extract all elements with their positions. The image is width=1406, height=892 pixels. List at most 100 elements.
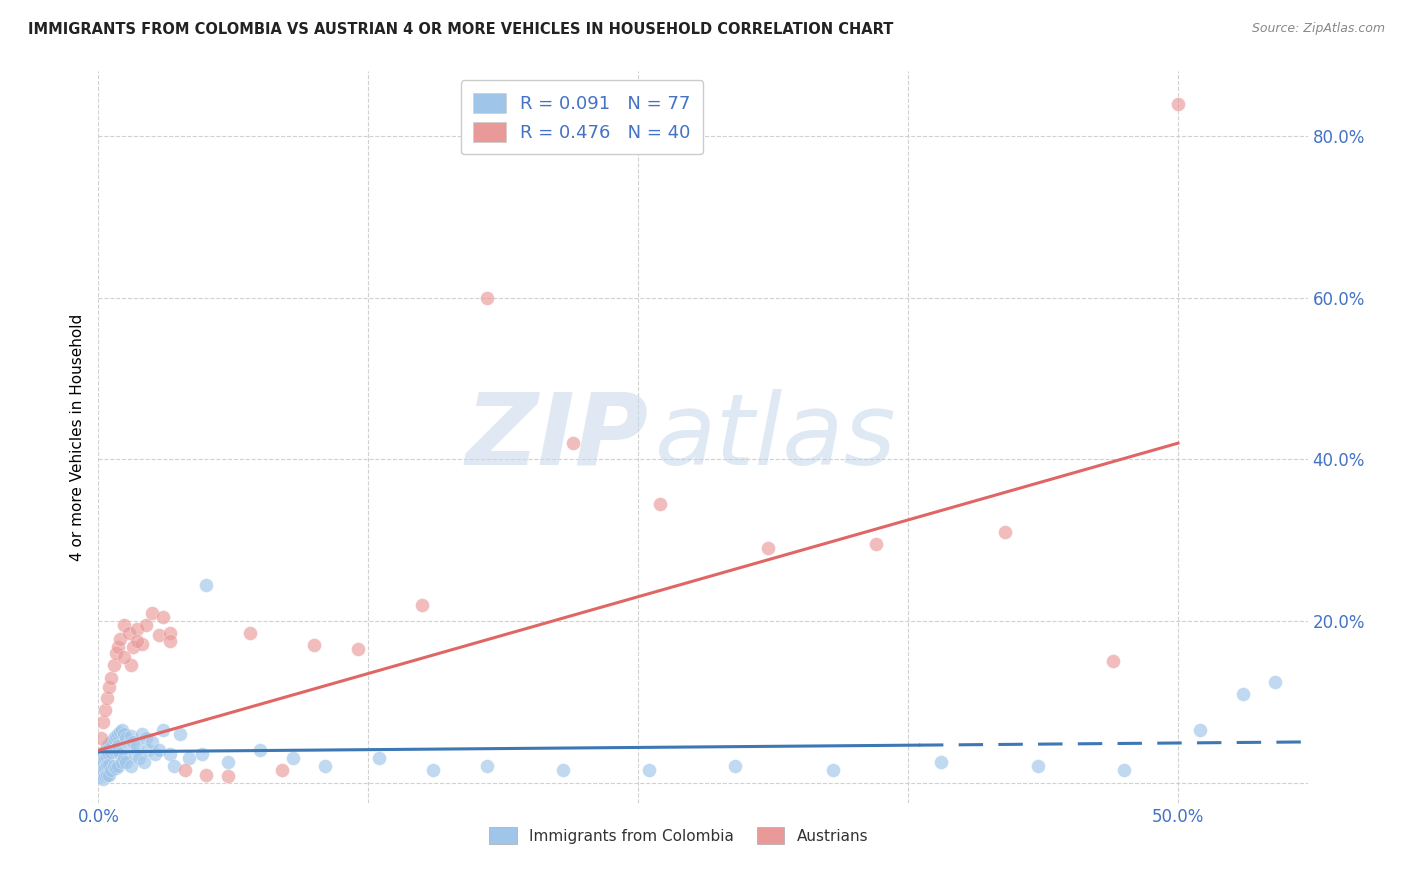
- Point: [91, 772, 114, 786]
- Point: [104, 761, 127, 775]
- Point: [91, 756, 114, 770]
- Point: [159, 626, 181, 640]
- Point: [112, 751, 135, 765]
- Point: [1264, 674, 1286, 689]
- Text: IMMIGRANTS FROM COLOMBIA VS AUSTRIAN 4 OR MORE VEHICLES IN HOUSEHOLD CORRELATION: IMMIGRANTS FROM COLOMBIA VS AUSTRIAN 4 O…: [28, 22, 893, 37]
- Point: [141, 735, 163, 749]
- Point: [239, 626, 262, 640]
- Point: [135, 731, 157, 746]
- Point: [100, 671, 122, 685]
- Point: [115, 731, 138, 746]
- Point: [90, 751, 112, 765]
- Point: [118, 737, 141, 751]
- Point: [108, 632, 131, 646]
- Point: [112, 727, 135, 741]
- Point: [346, 642, 368, 657]
- Point: [475, 291, 498, 305]
- Point: [96, 739, 118, 754]
- Text: ZIP: ZIP: [465, 389, 648, 485]
- Point: [98, 680, 121, 694]
- Point: [120, 729, 142, 743]
- Point: [152, 610, 174, 624]
- Point: [821, 764, 844, 778]
- Point: [111, 723, 134, 737]
- Point: [191, 747, 214, 762]
- Point: [90, 731, 112, 746]
- Point: [648, 497, 671, 511]
- Point: [94, 751, 117, 765]
- Point: [100, 735, 122, 749]
- Point: [411, 598, 433, 612]
- Point: [314, 759, 336, 773]
- Point: [118, 626, 141, 640]
- Point: [128, 751, 150, 765]
- Point: [159, 634, 181, 648]
- Point: [179, 751, 201, 765]
- Point: [195, 577, 218, 591]
- Point: [422, 764, 444, 778]
- Point: [368, 751, 391, 765]
- Point: [865, 537, 887, 551]
- Point: [148, 628, 170, 642]
- Point: [107, 640, 129, 654]
- Point: [281, 751, 304, 765]
- Point: [135, 618, 157, 632]
- Text: atlas: atlas: [655, 389, 896, 485]
- Point: [152, 723, 174, 737]
- Point: [638, 764, 661, 778]
- Point: [94, 769, 117, 783]
- Point: [96, 767, 118, 781]
- Point: [120, 658, 142, 673]
- Text: Source: ZipAtlas.com: Source: ZipAtlas.com: [1251, 22, 1385, 36]
- Point: [104, 646, 127, 660]
- Point: [756, 541, 779, 556]
- Point: [96, 757, 118, 772]
- Point: [91, 714, 114, 729]
- Point: [94, 761, 117, 775]
- Point: [475, 759, 498, 773]
- Point: [96, 690, 118, 705]
- Point: [173, 764, 195, 778]
- Point: [107, 739, 129, 754]
- Point: [127, 739, 149, 754]
- Point: [115, 756, 138, 770]
- Point: [94, 743, 117, 757]
- Point: [103, 759, 125, 773]
- Point: [108, 747, 131, 762]
- Point: [136, 743, 159, 757]
- Point: [107, 759, 129, 773]
- Point: [1026, 759, 1049, 773]
- Point: [103, 731, 125, 746]
- Point: [103, 658, 125, 673]
- Point: [104, 729, 127, 743]
- Point: [724, 759, 747, 773]
- Point: [111, 756, 134, 770]
- Point: [994, 524, 1017, 539]
- Point: [90, 769, 112, 783]
- Point: [98, 757, 121, 772]
- Point: [217, 769, 239, 783]
- Point: [304, 638, 326, 652]
- Point: [112, 618, 135, 632]
- Point: [112, 650, 135, 665]
- Legend: Immigrants from Colombia, Austrians: Immigrants from Colombia, Austrians: [484, 822, 875, 850]
- Point: [98, 747, 121, 762]
- Point: [108, 725, 131, 739]
- Point: [94, 703, 117, 717]
- Point: [169, 727, 191, 741]
- Point: [143, 747, 166, 762]
- Point: [120, 759, 142, 773]
- Point: [100, 764, 122, 778]
- Point: [562, 436, 585, 450]
- Point: [195, 767, 218, 781]
- Point: [98, 737, 121, 751]
- Y-axis label: 4 or more Vehicles in Household: 4 or more Vehicles in Household: [69, 313, 84, 561]
- Point: [98, 767, 121, 781]
- Point: [249, 743, 271, 757]
- Point: [91, 747, 114, 762]
- Point: [551, 764, 574, 778]
- Point: [1102, 654, 1125, 668]
- Point: [1167, 96, 1189, 111]
- Point: [159, 747, 181, 762]
- Point: [131, 727, 153, 741]
